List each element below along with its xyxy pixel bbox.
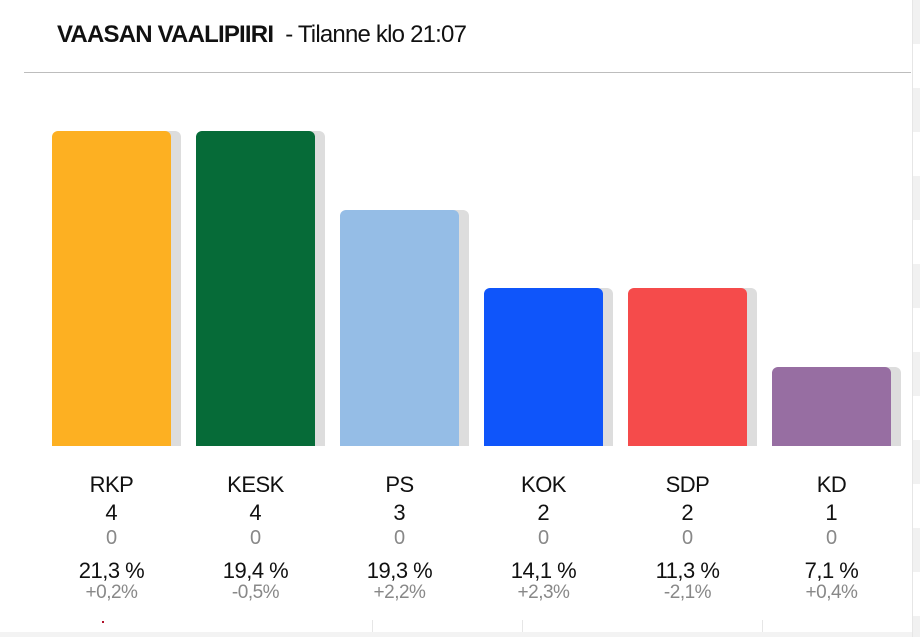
vote-percentage-change: -0,5% — [231, 582, 280, 603]
party-info: SDP 2 0 11,3 % -2,1% — [616, 470, 760, 604]
vote-percentage: 19,4 % — [222, 558, 289, 583]
party-column-rkp[interactable]: RKP 4 0 21,3 % +0,2% — [40, 0, 184, 632]
seat-change: 0 — [537, 527, 550, 549]
seat-change: 0 — [105, 527, 118, 549]
party-column-ps[interactable]: PS 3 0 19,3 % +2,2% — [328, 0, 472, 632]
party-bar[interactable] — [484, 288, 603, 446]
party-column-kd[interactable]: KD 1 0 7,1 % +0,4% — [760, 0, 904, 632]
vote-percentage-change: +0,4% — [805, 582, 858, 603]
seat-count: 2 — [537, 500, 550, 525]
vote-percentage-change: +2,2% — [373, 582, 426, 603]
panel-bottom-edge — [0, 632, 912, 637]
vote-percentage: 21,3 % — [78, 558, 145, 583]
vote-percentage-change: +0,2% — [85, 582, 138, 603]
party-bar[interactable] — [196, 131, 315, 446]
party-bar[interactable] — [772, 367, 891, 446]
seat-change: 0 — [681, 527, 694, 549]
party-info: PS 3 0 19,3 % +2,2% — [328, 470, 472, 604]
party-info: KOK 2 0 14,1 % +2,3% — [472, 470, 616, 604]
chart-header: VAASAN VAALIPIIRI - Tilanne klo 21:07 — [57, 21, 467, 55]
seat-count: 4 — [105, 500, 118, 525]
party-bar[interactable] — [628, 288, 747, 446]
vote-percentage: 7,1 % — [804, 558, 859, 583]
party-info: RKP 4 0 21,3 % +0,2% — [40, 470, 184, 604]
vote-percentage-change: -2,1% — [663, 582, 712, 603]
divider-line — [372, 620, 373, 632]
seat-count: 1 — [825, 500, 838, 525]
seat-count: 4 — [249, 500, 262, 525]
vote-percentage: 14,1 % — [510, 558, 577, 583]
party-column-kok[interactable]: KOK 2 0 14,1 % +2,3% — [472, 0, 616, 632]
district-title: VAASAN VAALIPIIRI — [57, 21, 274, 48]
party-column-kesk[interactable]: KESK 4 0 19,4 % -0,5% — [184, 0, 328, 632]
party-name: KD — [816, 472, 847, 497]
divider-line — [762, 620, 763, 632]
party-name: KOK — [521, 472, 566, 497]
party-name: RKP — [89, 472, 134, 497]
header-divider — [24, 72, 911, 73]
party-bar[interactable] — [52, 131, 171, 446]
vote-percentage: 19,3 % — [366, 558, 433, 583]
party-name: SDP — [665, 472, 710, 497]
divider-line — [522, 620, 523, 632]
vote-percentage-change: +2,3% — [517, 582, 570, 603]
right-edge-strip — [912, 0, 920, 637]
party-info: KESK 4 0 19,4 % -0,5% — [184, 470, 328, 604]
status-time: - Tilanne klo 21:07 — [285, 21, 467, 48]
seat-change: 0 — [249, 527, 262, 549]
seat-count: 3 — [393, 500, 406, 525]
party-bar[interactable] — [340, 210, 459, 446]
party-info: KD 1 0 7,1 % +0,4% — [760, 470, 904, 604]
vote-percentage: 11,3 % — [655, 558, 720, 583]
party-name: KESK — [227, 472, 284, 497]
party-name: PS — [385, 472, 414, 497]
seat-count: 2 — [681, 500, 694, 525]
seat-change: 0 — [825, 527, 838, 549]
seat-change: 0 — [393, 527, 406, 549]
marker-dot — [102, 621, 104, 623]
party-column-sdp[interactable]: SDP 2 0 11,3 % -2,1% — [616, 0, 760, 632]
